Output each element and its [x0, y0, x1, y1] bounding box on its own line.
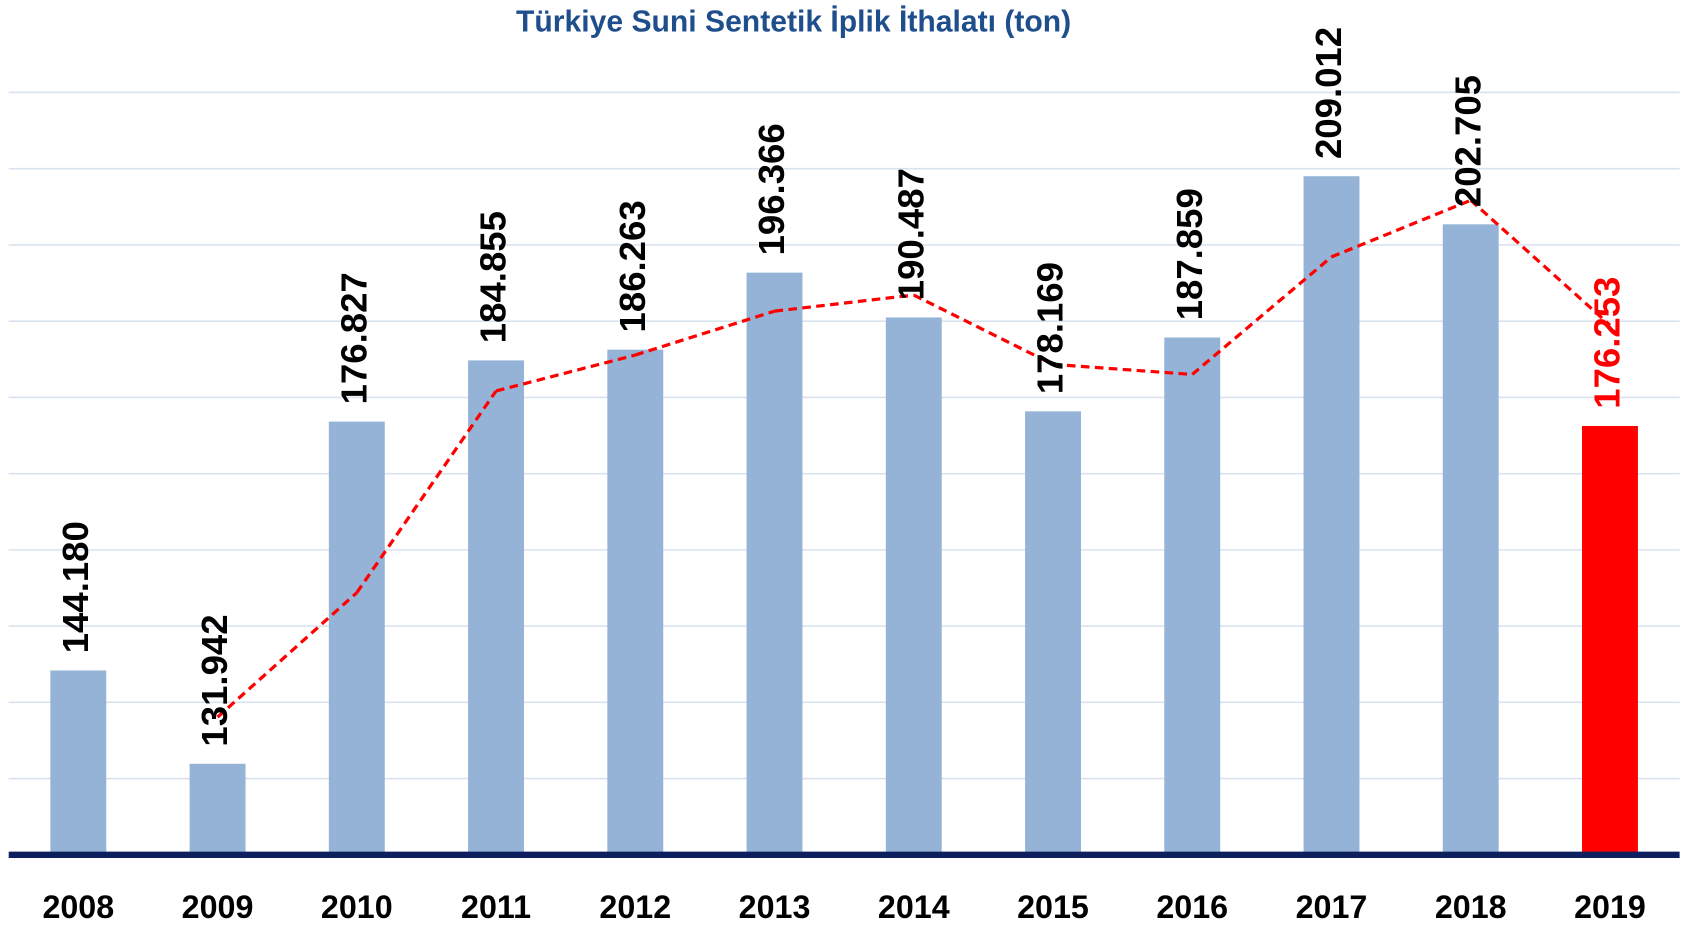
- bar: [50, 670, 107, 855]
- x-tick-label: 2013: [739, 889, 811, 925]
- trendline-segment: [1052, 362, 1193, 377]
- trendline-segment: [1330, 198, 1472, 259]
- bar: [189, 763, 246, 855]
- bar: [1303, 176, 1360, 855]
- trendline-segment: [634, 309, 776, 357]
- bar: [607, 349, 664, 855]
- trendline-segment: [774, 293, 914, 313]
- x-tick-label: 2008: [42, 889, 114, 925]
- trendline-segment: [1469, 199, 1612, 327]
- x-tick-label: 2010: [321, 889, 393, 925]
- x-tick-label: 2017: [1296, 889, 1368, 925]
- x-tick-label: 2012: [599, 889, 671, 925]
- data-label: 176.253: [1587, 277, 1628, 409]
- data-label: 209.012: [1308, 27, 1349, 159]
- trendline-segment: [216, 591, 358, 719]
- data-label: 202.705: [1447, 75, 1488, 207]
- trendline-segment: [495, 353, 636, 393]
- data-label: 144.180: [55, 521, 96, 653]
- data-label: 176.827: [333, 272, 374, 404]
- bar: [1164, 337, 1221, 855]
- bar: [885, 317, 942, 855]
- data-label: 190.487: [890, 168, 931, 300]
- x-tick-label: 2011: [461, 889, 531, 925]
- trendline-segment: [913, 293, 1054, 366]
- bar: [1025, 411, 1081, 855]
- chart-title: Türkiye Suni Sentetik İplik İthalatı (to…: [516, 6, 1071, 39]
- bar: [746, 272, 803, 855]
- data-label: 184.855: [473, 211, 514, 343]
- bar: [328, 421, 385, 855]
- data-label: 187.859: [1169, 188, 1210, 320]
- trendline-segment: [355, 390, 498, 594]
- data-label: 178.169: [1030, 262, 1071, 394]
- x-tick-label: 2018: [1435, 889, 1507, 925]
- data-label: 186.263: [612, 200, 653, 332]
- data-label: 131.942: [194, 614, 235, 746]
- bar: [1582, 425, 1638, 855]
- x-tick-label: 2009: [182, 889, 254, 925]
- bar: [468, 360, 525, 855]
- x-tick-label: 2019: [1574, 889, 1646, 925]
- bar: [1442, 224, 1499, 855]
- x-tick-label: 2015: [1017, 889, 1089, 925]
- x-tick-label: 2014: [878, 889, 950, 925]
- x-tick-label: 2016: [1156, 889, 1228, 925]
- trendline-segment: [1191, 255, 1333, 376]
- data-label: 196.366: [751, 123, 792, 255]
